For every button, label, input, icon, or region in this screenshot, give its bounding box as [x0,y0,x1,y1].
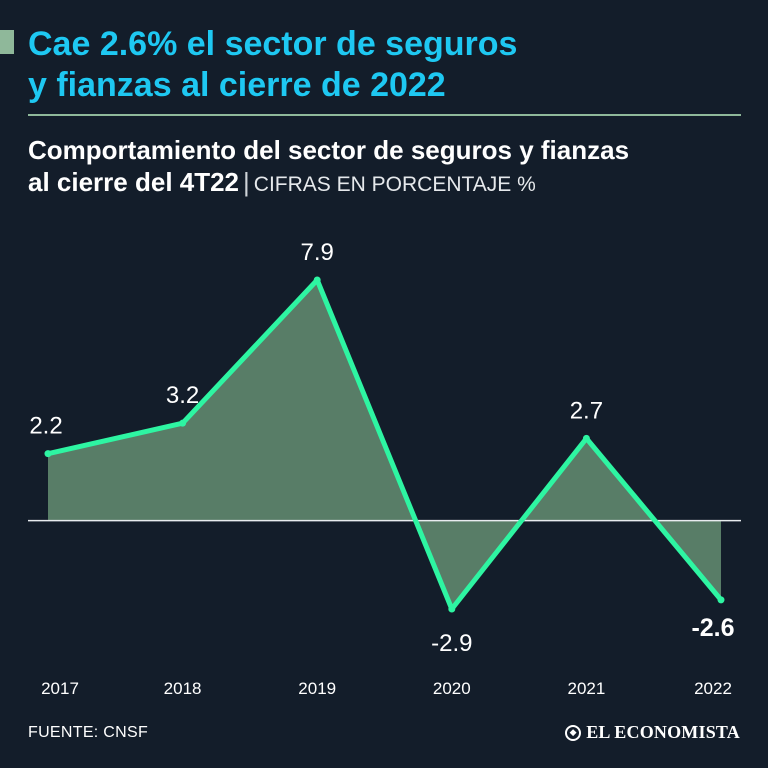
subtitle-separator: | [243,167,250,197]
source-note: FUENTE: CNSF [28,724,149,741]
data-labels: 2.2 3.2 7.9 -2.9 2.7 -2.6 [29,239,734,657]
subtitle-line-2: al cierre del 4T22 [28,167,240,197]
headline-divider [28,114,741,116]
publisher-logo: ◆ EL ECONOMISTA [565,722,740,743]
data-label-2018: 3.2 [166,382,199,409]
x-tick-2017: 2017 [41,679,79,698]
chart-subtitle: Comportamiento del sector de seguros y f… [28,134,748,201]
logo-text: EL ECONOMISTA [586,722,740,742]
data-points [44,276,725,613]
x-axis-tick-labels: 2017 2018 2019 2020 2021 2022 [41,679,732,698]
data-point-2018 [179,419,187,427]
headline: Cae 2.6% el sector de seguros y fianzas … [28,24,748,106]
series-line [45,277,724,612]
x-tick-2022: 2022 [694,679,732,698]
x-tick-2018: 2018 [164,679,202,698]
data-point-2021 [582,434,590,442]
logo-mark-icon: ◆ [565,724,582,741]
title-accent-bar [0,30,14,54]
data-point-2022 [717,596,725,604]
data-label-2017: 2.2 [29,413,62,440]
data-point-2017 [44,450,52,458]
headline-line-2: y fianzas al cierre de 2022 [28,66,446,104]
data-label-2022: -2.6 [691,614,734,642]
data-label-2020: -2.9 [431,630,472,657]
data-point-2020 [448,605,456,613]
subtitle-line-2-wrap: al cierre del 4T22 | CIFRAS EN PORCENTAJE … [28,166,748,201]
headline-line-1: Cae 2.6% el sector de seguros [28,25,518,63]
data-point-2019 [313,276,321,284]
data-label-2019: 7.9 [301,239,334,266]
x-tick-2020: 2020 [433,679,471,698]
units-label: CIFRAS EN PORCENTAJE % [253,173,536,196]
data-label-2021: 2.7 [570,397,603,424]
area-fill-negative [415,520,721,609]
area-fill-positive [48,280,655,521]
x-tick-2019: 2019 [298,679,336,698]
x-tick-2021: 2021 [567,679,605,698]
subtitle-line-1: Comportamiento del sector de seguros y f… [28,135,630,165]
